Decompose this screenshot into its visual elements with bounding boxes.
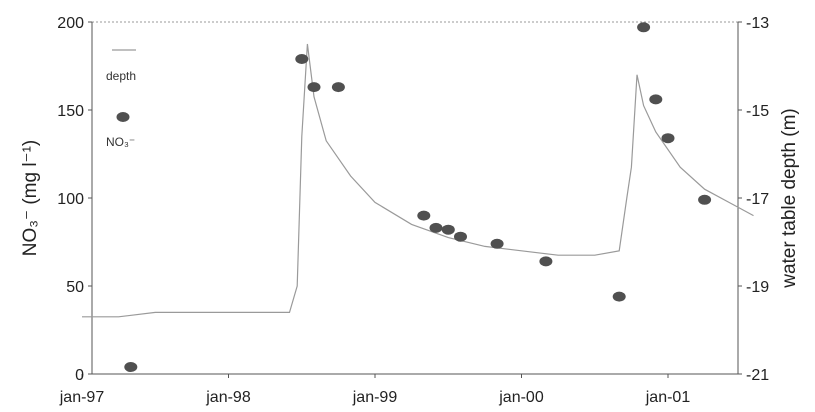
nitrate-point — [649, 94, 663, 105]
nitrate-point — [698, 194, 712, 205]
x-tick-label: jan-99 — [352, 389, 398, 406]
nitrate-point — [490, 238, 504, 249]
legend-depth-label: depth — [106, 69, 136, 83]
x-tick-label: jan-00 — [498, 389, 544, 406]
nitrate-point — [307, 82, 321, 93]
left-y-tick-label: 100 — [57, 191, 84, 208]
left-y-axis-title: NO₃⁻ (mg l⁻¹) — [20, 140, 41, 256]
left-y-axis-ticks: 0 50 100 150 200 — [57, 15, 92, 384]
right-y-tick-label: -21 — [746, 367, 769, 384]
left-y-tick-label: 50 — [66, 279, 84, 296]
depth-series — [82, 43, 754, 318]
nitrate-point — [637, 22, 651, 33]
nitrate-point — [429, 222, 443, 233]
nitrate-point — [454, 231, 467, 242]
nitrate-point — [124, 362, 138, 372]
nitrate-point — [612, 291, 626, 302]
depth-line — [82, 43, 754, 318]
legend-no3-label: NO₃⁻ — [106, 135, 135, 149]
left-y-tick-label: 200 — [57, 15, 84, 32]
x-tick-label: jan-98 — [205, 389, 251, 406]
legend: depth NO₃⁻ — [106, 49, 136, 149]
x-tick-label: jan-01 — [645, 389, 691, 406]
right-y-tick-label: -19 — [746, 279, 769, 296]
left-y-tick-label: 150 — [57, 103, 84, 120]
right-y-axis-ticks: -13 -15 -17 -19 -21 — [738, 15, 769, 384]
right-y-tick-label: -17 — [746, 191, 769, 208]
left-y-tick-label: 0 — [75, 367, 84, 384]
nitrate-point — [331, 82, 345, 93]
right-y-tick-label: -13 — [746, 15, 769, 32]
nitrate-point — [441, 224, 455, 235]
x-axis-ticks: jan-97 jan-98 jan-99 jan-00 jan-01 — [59, 374, 691, 406]
right-y-tick-label: -15 — [746, 103, 769, 120]
nitrate-point — [539, 256, 553, 267]
nitrate-series — [124, 22, 712, 372]
x-tick-label: jan-97 — [59, 389, 105, 406]
plot-frame — [91, 21, 739, 375]
legend-no3-swatch — [116, 112, 130, 122]
nitrate-point — [661, 133, 675, 144]
nitrate-point — [295, 54, 309, 64]
nitrate-point — [417, 210, 431, 221]
right-y-axis-title: water table depth (m) — [779, 108, 800, 289]
